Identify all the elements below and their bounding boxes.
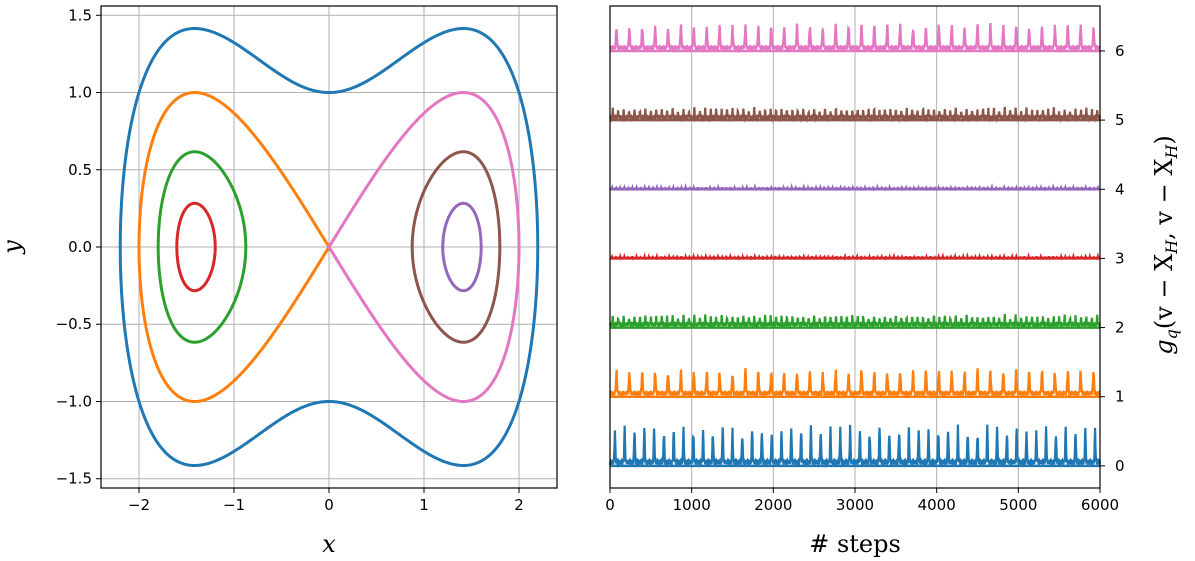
- level-curve-3: [156, 150, 248, 344]
- left-y-tick-label: −1.0: [56, 392, 92, 410]
- right-y-tick-label: 0: [1115, 457, 1125, 475]
- right-y-tick-label: 3: [1115, 249, 1125, 267]
- level-curve-6: [441, 201, 483, 293]
- residual-trace-5: [608, 106, 1102, 124]
- left-y-tick-label: −1.5: [56, 470, 92, 488]
- right-y-tick-label: 2: [1115, 319, 1125, 337]
- level-curve-4: [410, 150, 502, 344]
- residual-panel: 0 1000 2000 3000 4000 5000 6000 0 1 2 3 4 5 6 # step…: [605, 5, 1181, 558]
- phase-portrait-panel: −2 −1 0 1 2 −1.5 −1.0 −0.5 0.0 0.5 1.0 1.5 x y: [0, 5, 558, 558]
- right-x-axis-label: # steps: [809, 530, 901, 558]
- left-x-tick-label: 0: [324, 496, 334, 514]
- right-x-tick-label: 2000: [754, 496, 792, 514]
- left-x-ticks: −2 −1 0 1 2: [128, 488, 524, 514]
- right-x-ticks: 0 1000 2000 3000 4000 5000 6000: [605, 488, 1119, 514]
- right-x-tick-label: 6000: [1081, 496, 1119, 514]
- right-y-ticks: 0 1 2 3 4 5 6: [1100, 42, 1125, 475]
- right-x-tick-label: 3000: [836, 496, 874, 514]
- right-curves: [608, 22, 1102, 469]
- right-y-tick-label: 4: [1115, 180, 1125, 198]
- left-y-tick-label: −0.5: [56, 315, 92, 333]
- right-y-tick-label: 1: [1115, 388, 1125, 406]
- residual-trace-6: [609, 22, 1102, 54]
- right-y-tick-label: 5: [1115, 111, 1125, 129]
- right-y-tick-label: 6: [1115, 42, 1125, 60]
- level-curve-5: [175, 201, 217, 293]
- left-y-tick-label: 1.5: [68, 6, 92, 24]
- residual-trace-0: [608, 424, 1102, 469]
- left-y-tick-label: 0.0: [68, 238, 92, 256]
- right-y-axis-label: gq(v − XH, v − XH): [1150, 135, 1181, 355]
- left-x-tick-label: 2: [514, 496, 524, 514]
- right-x-tick-label: 0: [605, 496, 615, 514]
- left-y-tick-label: 1.0: [68, 84, 92, 102]
- left-x-axis-label: x: [322, 530, 336, 558]
- left-y-ticks: −1.5 −1.0 −0.5 0.0 0.5 1.0 1.5: [56, 6, 101, 488]
- right-x-tick-label: 1000: [673, 496, 711, 514]
- left-x-tick-label: −1: [223, 496, 245, 514]
- level-curve-0: [118, 27, 540, 467]
- left-curves: [118, 27, 540, 467]
- residual-trace-1: [609, 368, 1102, 400]
- right-grid: [609, 6, 1101, 488]
- left-y-axis-label: y: [0, 240, 26, 255]
- left-x-tick-label: 1: [419, 496, 429, 514]
- residual-trace-2: [608, 314, 1101, 331]
- level-curve-2: [327, 91, 521, 403]
- right-x-tick-label: 4000: [918, 496, 956, 514]
- right-x-tick-label: 5000: [999, 496, 1037, 514]
- left-y-tick-label: 0.5: [68, 161, 92, 179]
- left-x-tick-label: −2: [128, 496, 150, 514]
